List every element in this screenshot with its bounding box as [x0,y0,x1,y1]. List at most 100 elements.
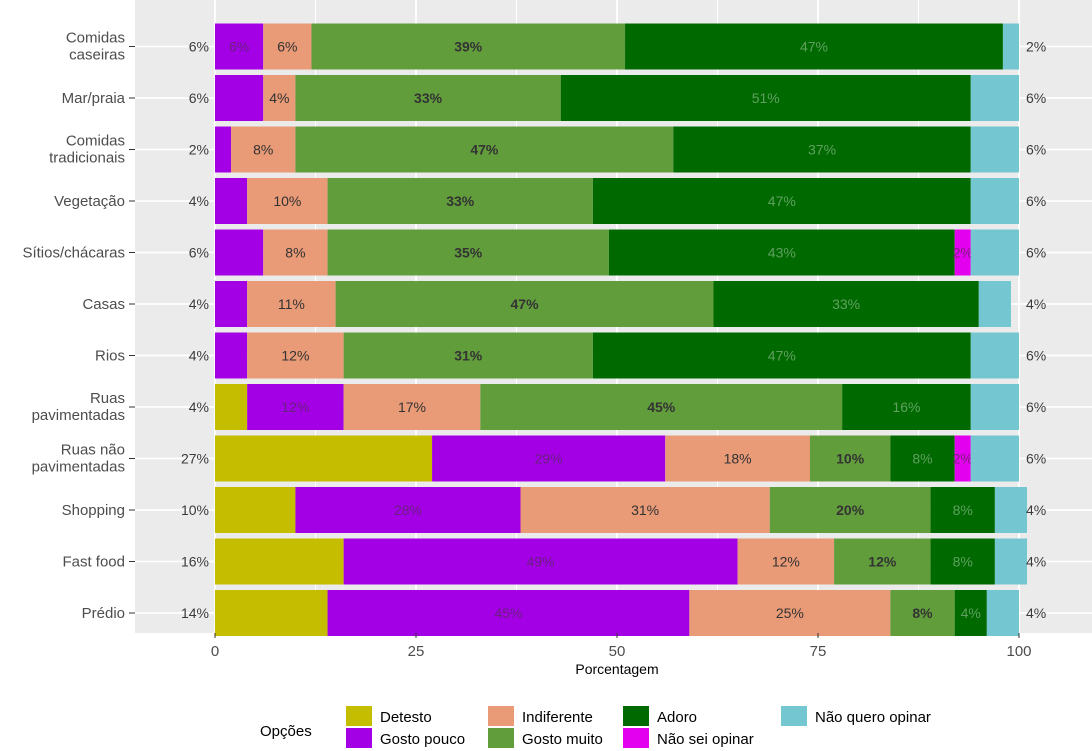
segment-label: 8% [912,451,932,467]
bar-segment [215,435,433,482]
bar-segment [343,384,481,430]
left-percent-label: 16% [181,554,209,570]
bar-segment [954,435,971,482]
bar-segment [215,384,248,430]
bar-segment [769,487,931,533]
bar-segment [343,538,738,585]
left-percent-label: 2% [189,142,209,158]
category-label: Ruas [90,390,125,407]
left-percent-label: 27% [181,451,209,467]
bar-segment [970,126,1019,173]
category-label: Rios [95,348,125,365]
x-tick-label: 75 [810,643,827,660]
bar-segment [592,178,971,224]
right-percent-label: 6% [1026,348,1046,364]
segment-label: 51% [752,90,780,106]
bar-segment [809,435,891,482]
bar-segment [295,75,561,121]
segment-label: 33% [832,296,860,312]
category-label: Comidas [66,30,125,47]
category-label: tradicionais [49,150,125,167]
segment-label: 8% [285,245,305,261]
left-percent-label: 14% [181,605,209,621]
bar-segment [890,435,955,482]
segment-label: 12% [868,554,897,570]
segment-label: 6% [229,39,249,55]
bar-segment [930,487,995,533]
segment-label: 39% [454,39,483,55]
bar-segment [327,590,690,636]
segment-label: 17% [398,399,426,415]
segment-label: 8% [953,554,973,570]
segment-label: 45% [647,399,676,415]
bar-segment [890,590,955,636]
segment-label: 8% [953,502,973,518]
bar-segment [327,229,609,276]
bar-segment [842,384,971,430]
bar-segment [978,281,1011,327]
right-percent-label: 6% [1026,142,1046,158]
bar-segment [311,23,626,70]
bar-segment [970,384,1019,430]
bar-segment [335,281,714,327]
legend-swatch [623,706,649,726]
bar-segment [954,229,971,276]
left-percent-label: 10% [181,502,209,518]
x-tick-label: 100 [1006,643,1031,660]
segment-label: 12% [772,554,800,570]
bar-segment [247,384,344,430]
bar-segment [954,590,987,636]
right-percent-label: 6% [1026,399,1046,415]
bar-segment [215,332,248,379]
segment-label: 12% [281,399,309,415]
bar-segment [215,23,264,70]
bar-segment [834,538,931,585]
segment-label: 29% [535,451,563,467]
category-label: Casas [82,296,125,313]
segment-label: 2% [953,451,973,467]
bar-segment [1002,23,1019,70]
legend-label: Gosto muito [522,731,603,748]
segment-label: 11% [278,296,305,312]
bar-segment [930,538,995,585]
bar-segment [673,126,971,173]
bar-segment [215,538,344,585]
right-percent-label: 6% [1026,245,1046,261]
bar-segment [520,487,770,533]
right-percent-label: 4% [1026,554,1046,570]
bar-segment [970,75,1019,121]
segment-label: 47% [800,39,828,55]
x-tick-label: 50 [609,643,626,660]
bar-segment [343,332,593,379]
bar-segment [592,332,971,379]
right-percent-label: 2% [1026,39,1046,55]
bar-segment [215,590,328,636]
segment-label: 4% [961,605,981,621]
bar-segment [215,178,248,224]
segment-label: 16% [892,399,920,415]
legend-label: Gosto pouco [380,731,465,748]
bar-segment [215,281,248,327]
bar-segment [327,178,593,224]
category-label: caseiras [69,47,125,64]
category-label: pavimentadas [32,459,125,476]
bar-segment [970,332,1019,379]
right-percent-label: 6% [1026,193,1046,209]
segment-label: 33% [446,193,475,209]
left-percent-label: 4% [189,399,209,415]
segment-label: 4% [269,90,289,106]
left-percent-label: 6% [189,90,209,106]
bar-segment [215,126,232,173]
bar-segment [625,23,1003,70]
left-percent-label: 4% [189,296,209,312]
right-percent-label: 4% [1026,502,1046,518]
right-percent-label: 4% [1026,296,1046,312]
category-label: Comidas [66,133,125,150]
segment-label: 31% [454,348,483,364]
bar-segment [560,75,971,121]
segment-label: 47% [511,296,540,312]
left-percent-label: 4% [189,348,209,364]
bar-segment [247,281,336,327]
legend-swatch [488,706,514,726]
